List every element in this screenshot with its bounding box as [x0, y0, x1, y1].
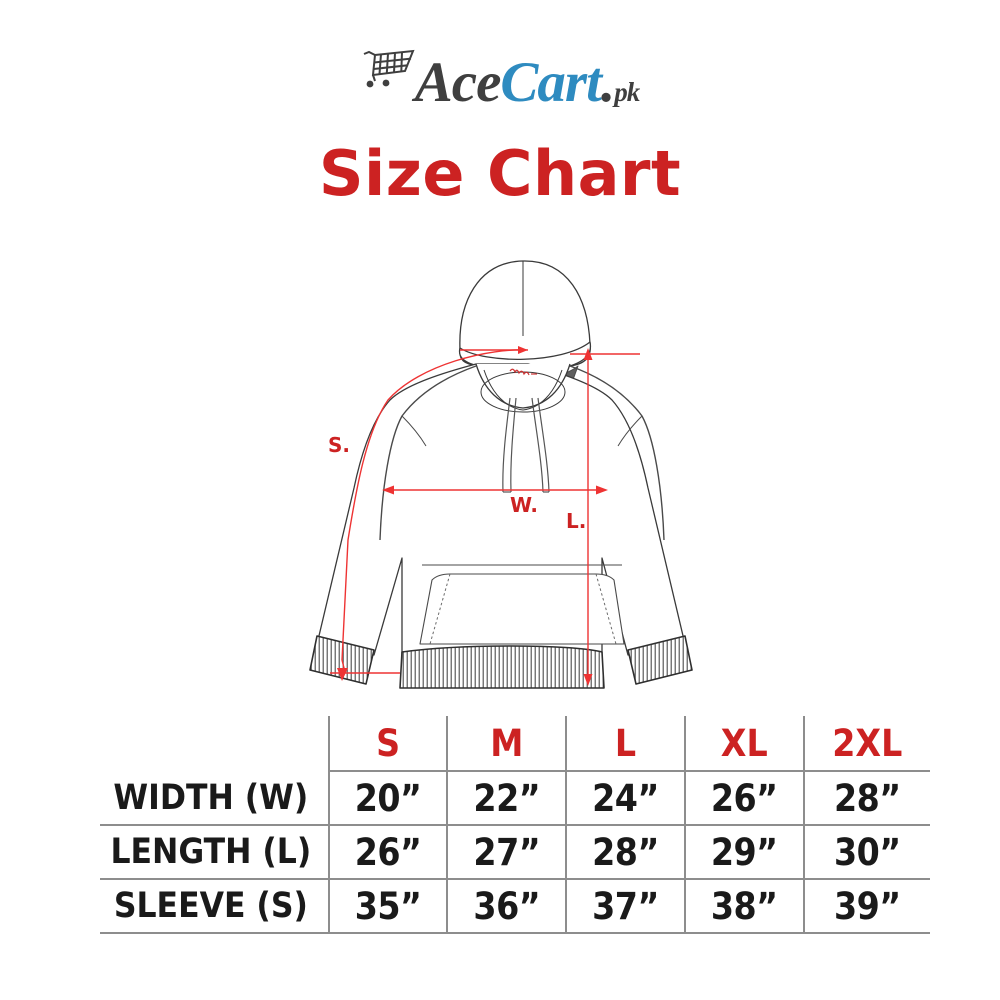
brand-name-ace: Ace: [414, 50, 502, 114]
row-label-sleeve: SLEEVE (S): [100, 879, 330, 934]
cell-length-m: 27”: [447, 825, 568, 880]
drawstrings: [502, 397, 550, 493]
sleeve-measure-line: [341, 349, 529, 661]
cell-width-m: 22”: [447, 771, 568, 826]
cell-sleeve-s: 35”: [328, 879, 449, 934]
cell-sleeve-m: 36”: [447, 879, 568, 934]
column-header-xl: XL: [684, 716, 805, 772]
cell-sleeve-xl: 38”: [684, 879, 805, 934]
cell-width-l: 24”: [566, 771, 686, 826]
column-header-l: L: [566, 716, 686, 772]
table-row: LENGTH (L) 26” 27” 28” 29” 30”: [100, 825, 930, 880]
cell-width-xl: 26”: [684, 771, 805, 826]
table-row: SLEEVE (S) 35” 36” 37” 38” 39”: [100, 879, 930, 934]
shopping-cart-icon: [361, 45, 419, 95]
cell-sleeve-l: 37”: [566, 879, 686, 934]
cell-length-l: 28”: [566, 825, 686, 880]
cell-sleeve-2xl: 39”: [803, 879, 930, 934]
page-title: Size Chart: [318, 137, 682, 210]
hood-shape: [458, 260, 592, 367]
table-row: WIDTH (W) 20” 22” 24” 26” 28”: [100, 771, 930, 826]
table-corner-cell: [100, 716, 330, 771]
inner-brand-tag: [509, 368, 537, 376]
cell-length-s: 26”: [328, 825, 449, 880]
row-label-width: WIDTH (W): [100, 771, 330, 826]
bottom-hem: [399, 645, 605, 689]
hoodie-illustration: S. W. L.: [270, 240, 730, 710]
cell-length-2xl: 30”: [803, 825, 930, 880]
brand-name-cart: Cart: [500, 50, 602, 114]
brand-dot: .: [600, 50, 615, 114]
brand-tld: pk: [614, 76, 640, 107]
brand-wordmark: AceCart.pk: [414, 50, 640, 114]
measure-lines: [330, 346, 640, 686]
table-header-row: S M L XL 2XL: [100, 716, 930, 772]
column-header-s: S: [328, 716, 449, 772]
row-label-length: LENGTH (L): [100, 825, 330, 880]
sleeve-measure-label: S.: [328, 433, 350, 457]
cell-width-2xl: 28”: [803, 771, 930, 826]
cell-length-xl: 29”: [684, 825, 805, 880]
length-measure-label: L.: [566, 509, 586, 533]
cuff-right: [627, 635, 693, 685]
cell-width-s: 20”: [328, 771, 449, 826]
width-measure-label: W.: [510, 493, 538, 517]
column-header-2xl: 2XL: [803, 716, 930, 772]
size-chart-table: S M L XL 2XL WIDTH (W) 20” 22” 24” 26” 2…: [100, 716, 930, 934]
brand-logo: AceCart.pk: [0, 42, 1000, 122]
column-header-m: M: [447, 716, 568, 772]
